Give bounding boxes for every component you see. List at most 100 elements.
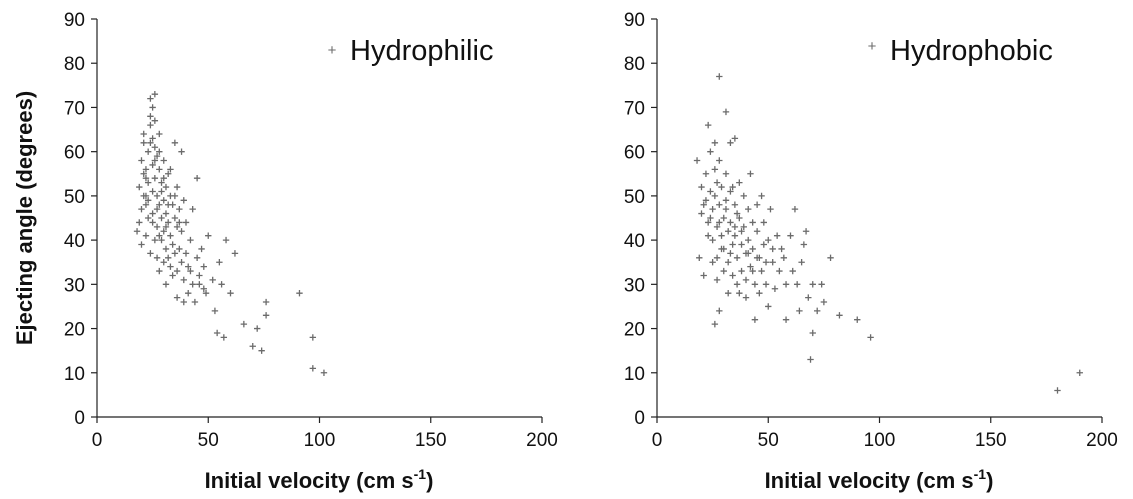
data-point [722,205,730,213]
data-point [780,254,788,261]
data-point [771,285,779,292]
data-point [778,245,785,253]
data-point [731,135,739,142]
data-point [789,267,796,275]
y-tick-label: 30 [624,275,645,296]
data-point [702,197,710,204]
data-point [702,170,710,177]
data-point [211,307,219,315]
data-point [854,316,861,323]
data-point [736,214,743,222]
data-point [709,236,716,244]
data-point [1054,387,1061,394]
x-tick-label: 150 [975,430,1007,451]
data-point [709,259,716,266]
data-point [227,289,234,297]
data-point [767,205,774,213]
data-point [258,347,265,354]
y-tick-label: 10 [64,364,85,385]
y-tick-label: 40 [64,231,85,252]
data-point [254,325,261,332]
x-tick-label: 200 [1086,430,1118,451]
data-point [138,205,145,213]
data-point [709,205,716,213]
data-point [733,281,741,288]
data-point [725,228,732,235]
data-point [787,232,794,239]
data-point [773,232,781,239]
data-point [142,166,150,173]
data-point [867,334,874,341]
data-point [696,254,703,261]
data-point [173,294,181,301]
data-point [187,236,194,244]
x-tick-label: 100 [304,430,336,451]
data-point [758,192,765,200]
x-axis-title-main: Initial velocity (cm s [205,468,414,493]
data-point [171,250,179,257]
data-point [747,170,754,177]
data-point [782,281,790,288]
data-point [193,254,201,261]
data-point [725,259,732,266]
data-point [162,210,170,217]
data-point [762,259,770,266]
data-point [718,245,725,253]
data-point [176,219,183,226]
data-point [142,232,150,239]
data-point [156,267,163,275]
data-point [162,183,170,191]
data-point [827,254,834,261]
data-point [782,316,790,323]
data-point [158,188,165,195]
data-point [149,219,156,226]
data-point [153,205,161,213]
data-point [180,197,187,204]
data-point [205,232,212,239]
data-point [167,232,174,239]
data-point [309,334,317,341]
data-point [731,232,739,239]
data-point [725,289,732,297]
data-point [167,263,174,270]
x-axis-title: Initial velocity (cm s-1) [765,466,994,493]
data-point [722,197,730,204]
data-point [165,219,172,226]
data-point [165,201,172,208]
data-point [738,267,745,275]
data-point [809,329,816,337]
data-point [160,259,167,266]
data-point [320,369,328,376]
data-point [262,298,270,306]
data-point [222,236,230,244]
data-point [713,223,721,231]
y-tick-label: 30 [64,275,85,296]
chart-panel-hydrophilic: 0 10 20 30 40 50 60 70 80 90 0 50 100 150 200 + Hydro… [12,10,558,493]
data-point [716,157,723,164]
data-point [805,294,812,301]
data-point [249,343,256,350]
data-point [262,312,270,319]
data-point [147,250,154,257]
y-axis-title: Ejecting angle (degrees) [12,91,37,345]
data-point [189,205,196,213]
data-point [836,312,843,319]
data-point [162,281,170,288]
data-point [142,175,150,182]
data-point [713,179,721,186]
y-tick-label: 70 [64,98,85,119]
data-point [156,232,163,239]
data-point [182,219,190,226]
data-point [156,130,163,138]
data-point [716,219,723,226]
data-point [151,157,159,164]
data-point [756,289,763,297]
data-point [798,259,805,266]
data-point [820,298,828,306]
data-point [160,197,167,204]
data-point [791,205,799,213]
data-point [809,281,816,288]
data-point [765,236,772,244]
x-axis-title-sup: -1 [414,466,427,482]
data-point [698,183,705,191]
